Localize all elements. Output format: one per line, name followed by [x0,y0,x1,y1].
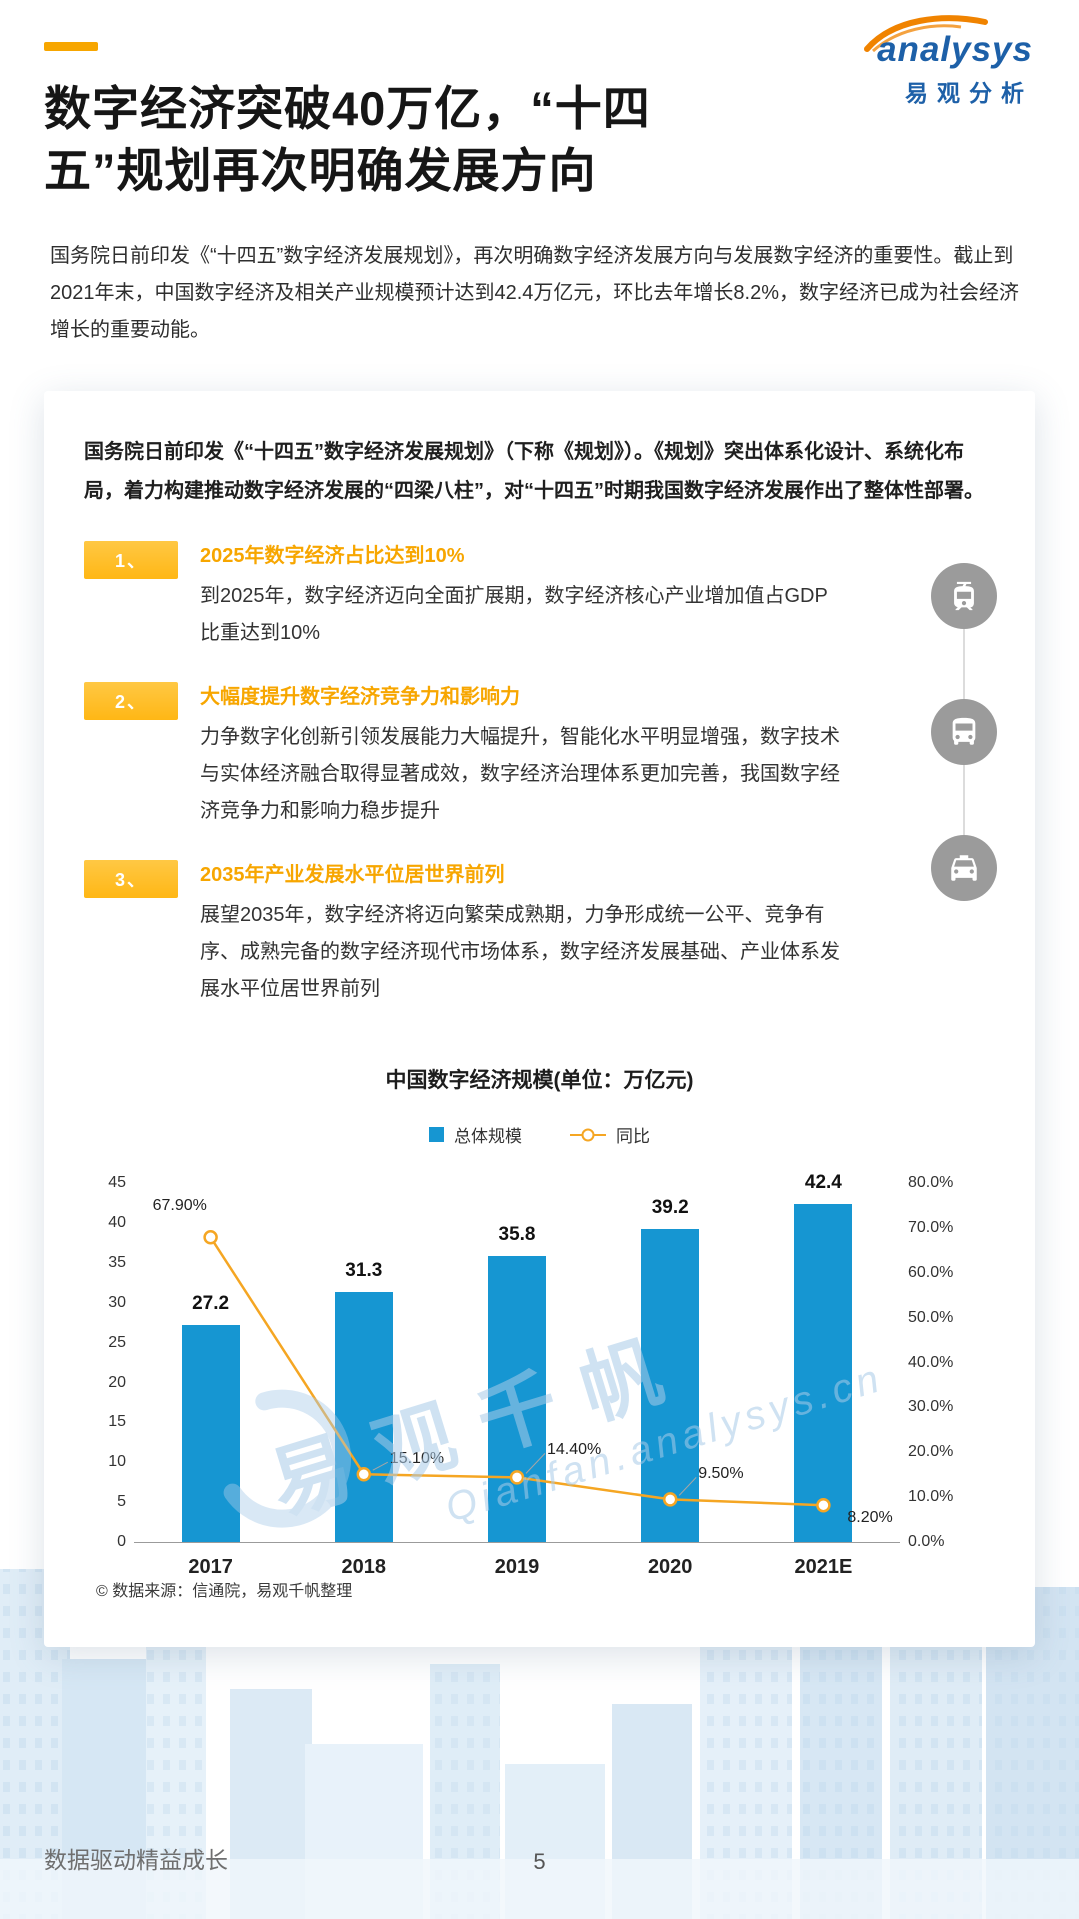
chart-plot: 0 5 10 15 20 25 30 35 40 45 0.0% 10.0% 20.0% 30.0% 40… [108,1172,953,1578]
legend-line-label: 同比 [616,1127,650,1147]
growth-line [203,1230,831,1513]
legend-item-line: 同比 [570,1122,650,1147]
item-number-badge: 3、 [84,860,178,899]
right-axis-tick: 40.0% [908,1353,954,1371]
icon-rail [931,563,997,902]
accent-dash [44,42,98,51]
bar [334,1292,393,1543]
page-title-line2: 五”规划再次明确发展方向 [44,144,597,198]
item-number-badge: 1、 [84,541,178,580]
item-heading: 大幅度提升数字经济竞争力和影响力 [200,686,520,709]
right-axis-tick: 0.0% [908,1533,945,1551]
analysys-logo: analysys 易观分析 [864,15,1033,108]
growth-point-label: 67.90% [152,1197,207,1215]
x-axis-label: 2017 [188,1556,233,1579]
tram-icon [954,581,974,611]
logo-swoosh-icon [864,15,989,53]
rail-circle-1 [931,563,997,630]
smart-bus-icon [952,717,976,745]
x-axis-label: 2019 [494,1556,540,1579]
bar [641,1229,700,1543]
intro-paragraph: 国务院日前印发《“十四五”数字经济发展规划》，再次明确数字经济发展方向与发展数字… [50,245,1020,342]
logo-brand-cn: 易观分析 [905,80,1033,106]
item-heading: 2025年数字经济占比达到10% [200,545,465,568]
rail-circle-3 [931,835,997,902]
taxi-icon [951,855,977,881]
right-axis-tick: 20.0% [908,1443,954,1461]
left-axis-tick: 40 [108,1213,126,1231]
chart-axis-right: 0.0% 10.0% 20.0% 30.0% 40.0% 50.0% 60.0% 70.0% 8… [908,1174,986,1550]
item-heading: 2035年产业发展水平位居世界前列 [200,864,505,887]
plan-item-2: 2、 大幅度提升数字经济竞争力和影响力 力争数字化创新引领发展能力大幅提升，智能… [84,680,995,830]
right-axis-tick: 50.0% [908,1308,954,1326]
left-axis-tick: 15 [108,1413,126,1431]
growth-point-label: 8.20% [847,1509,893,1527]
growth-point-label: 9.50% [698,1465,744,1483]
chart-section: 中国数字经济规模(单位：万亿元) 总体规模 同比 0 5 10 15 20 25 30 35 4… [84,1064,995,1601]
chart-plot-area: 0 5 10 15 20 25 30 35 40 45 0.0% 10.0% 20.0% 30.0% 40… [108,1172,953,1578]
left-axis-tick: 45 [108,1174,126,1192]
x-axis-label: 2021E [794,1556,853,1579]
left-axis-tick: 0 [117,1533,126,1551]
bar [794,1203,853,1543]
bar-value-label: 27.2 [192,1293,230,1315]
legend-bar-label: 总体规模 [454,1127,522,1147]
data-source-note: © 数据来源：信通院，易观千帆整理 [96,1583,353,1601]
right-axis-tick: 10.0% [908,1488,954,1506]
left-axis-tick: 30 [108,1293,126,1311]
plan-item-1: 1、 2025年数字经济占比达到10% 到2025年，数字经济迈向全面扩展期，数… [84,539,995,652]
bar-value-label: 31.3 [345,1260,383,1282]
x-axis-label: 2018 [341,1556,387,1579]
item-body: 力争数字化创新引领发展能力大幅提升，智能化水平明显增强，数字技术与实体经济融合取… [200,726,840,823]
item-body: 展望2035年，数字经济将迈向繁荣成熟期，力争形成统一公平、竞争有序、成熟完备的… [200,904,840,1001]
line-swatch-icon [570,1133,606,1136]
chart-axis-left: 0 5 10 15 20 25 30 35 40 45 [84,1174,126,1550]
page-title: 数字经济突破40万亿，“十四 五”规划再次明确发展方向 [44,78,1035,202]
page-number: 5 [533,1849,546,1874]
growth-point-label: 14.40% [547,1441,602,1459]
x-axis-label: 2020 [647,1556,693,1579]
left-axis-tick: 25 [108,1333,126,1351]
plan-items: 1、 2025年数字经济占比达到10% 到2025年，数字经济迈向全面扩展期，数… [84,539,995,1008]
growth-point-label: 15.10% [389,1450,445,1468]
chart-legend: 总体规模 同比 [84,1122,995,1147]
legend-item-bar: 总体规模 [429,1122,522,1147]
right-axis-tick: 70.0% [908,1218,954,1236]
left-axis-tick: 5 [117,1493,126,1511]
item-body: 到2025年，数字经济迈向全面扩展期，数字经济核心产业增加值占GDP比重达到10… [200,585,828,645]
right-axis-tick: 30.0% [908,1398,954,1416]
right-axis-tick: 60.0% [908,1263,954,1281]
card-lead-paragraph: 国务院日前印发《“十四五”数字经济发展规划》（下称《规划》）。《规划》突出体系化… [84,441,984,503]
bar-swatch-icon [429,1127,444,1143]
footer-slogan: 数据驱动精益成长 [44,1847,228,1873]
bar [181,1325,240,1543]
plan-item-3: 3、 2035年产业发展水平位居世界前列 展望2035年，数字经济将迈向繁荣成熟… [84,858,995,1008]
bar-value-label: 39.2 [651,1197,689,1219]
left-axis-tick: 10 [108,1453,126,1471]
rail-circle-2 [931,699,997,766]
content-card: 国务院日前印发《“十四五”数字经济发展规划》（下称《规划》）。《规划》突出体系化… [44,391,1035,1648]
item-number-badge: 2、 [84,682,178,721]
bar-value-label: 35.8 [498,1224,536,1246]
right-axis-tick: 80.0% [908,1174,954,1192]
bar [488,1256,546,1543]
left-axis-tick: 20 [108,1373,126,1391]
left-axis-tick: 35 [108,1253,126,1271]
bar-value-label: 42.4 [804,1171,842,1193]
chart-title: 中国数字经济规模(单位：万亿元) [385,1069,694,1093]
title-block: 数字经济突破40万亿，“十四 五”规划再次明确发展方向 [0,0,1079,202]
logo-brand-en: analysys [877,30,1033,69]
page-title-line1: 数字经济突破40万亿，“十四 [44,82,651,135]
